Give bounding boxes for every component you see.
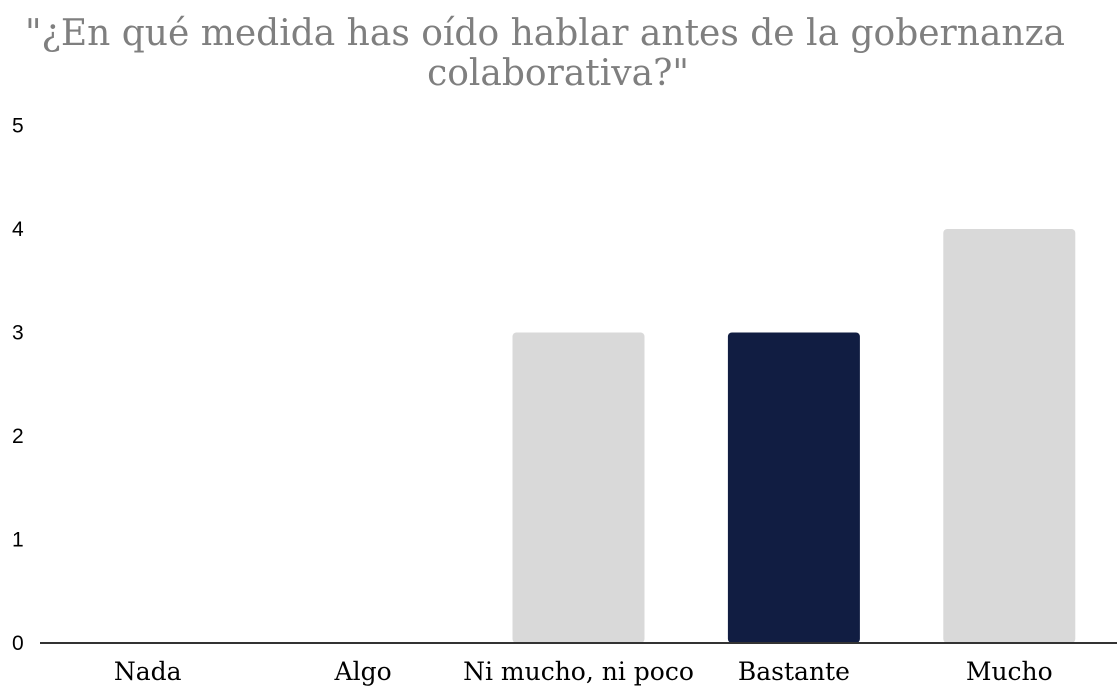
y-tick-label: 2 bbox=[12, 425, 24, 448]
bar-ni-mucho-ni-poco bbox=[512, 332, 645, 643]
chart-title-line-2: colaborativa?" bbox=[427, 53, 689, 94]
chart-title: "¿En qué medida has oído hablar antes de… bbox=[25, 13, 1065, 94]
chart-title-line-1: "¿En qué medida has oído hablar antes de… bbox=[25, 13, 1065, 54]
y-tick-label: 0 bbox=[12, 632, 24, 655]
bars bbox=[512, 229, 1076, 643]
x-tick-label: Bastante bbox=[738, 657, 850, 686]
x-tick-label: Algo bbox=[334, 657, 392, 686]
x-axis: Nada Algo Ni mucho, ni poco Bastante Mucho bbox=[40, 642, 1117, 686]
bar-mucho bbox=[943, 229, 1076, 643]
y-tick-label: 4 bbox=[12, 218, 24, 241]
y-tick-label: 1 bbox=[12, 529, 24, 552]
x-tick-label: Ni mucho, ni poco bbox=[463, 657, 694, 686]
bar-bastante bbox=[727, 332, 860, 643]
y-axis: 0 1 2 3 4 5 bbox=[12, 115, 24, 656]
x-tick-label: Nada bbox=[114, 657, 182, 686]
y-tick-label: 5 bbox=[12, 115, 24, 138]
y-tick-label: 3 bbox=[12, 322, 24, 345]
x-tick-label: Mucho bbox=[966, 657, 1053, 686]
